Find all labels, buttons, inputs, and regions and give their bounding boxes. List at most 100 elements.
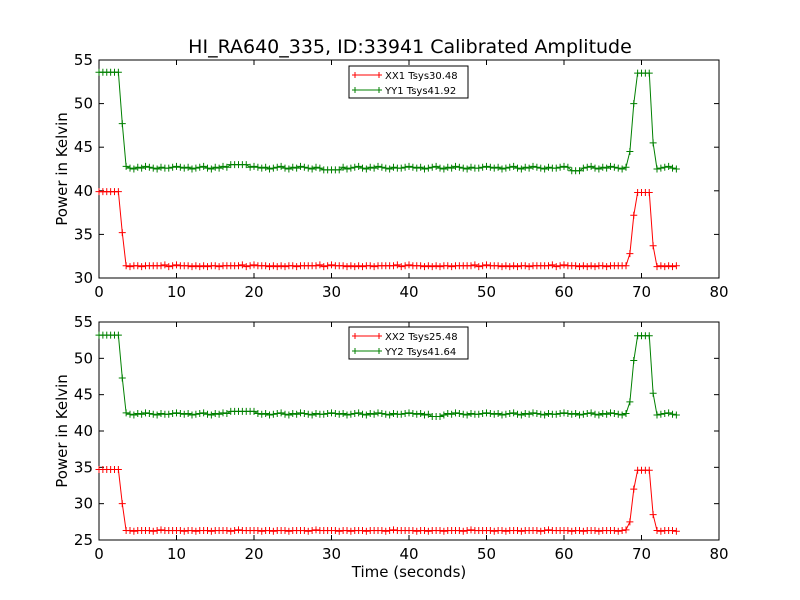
data-point-marker <box>204 164 211 172</box>
data-point-marker <box>335 527 343 535</box>
data-point-marker <box>355 162 363 170</box>
data-point-marker <box>587 162 595 170</box>
data-point-marker <box>204 263 211 271</box>
data-point-marker <box>401 410 409 418</box>
data-point-marker <box>355 409 363 417</box>
data-point-marker <box>657 410 665 418</box>
data-point-marker <box>452 162 459 170</box>
data-point-marker <box>238 261 246 269</box>
data-point-marker <box>378 527 386 535</box>
data-point-marker <box>564 163 572 171</box>
data-point-marker <box>463 411 471 419</box>
data-point-marker <box>312 163 320 171</box>
data-point-marker <box>560 409 568 417</box>
data-point-marker <box>490 527 498 535</box>
data-point-marker <box>211 163 219 171</box>
data-point-marker <box>610 410 618 418</box>
data-point-marker <box>138 164 146 172</box>
data-point-marker <box>448 263 456 271</box>
data-point-marker <box>397 410 405 418</box>
data-point-marker <box>157 262 165 270</box>
data-point-marker <box>657 262 665 270</box>
data-point-marker <box>556 163 564 171</box>
data-point-marker <box>300 527 308 535</box>
data-point-marker <box>653 263 661 271</box>
data-point-marker <box>591 527 599 535</box>
data-point-marker <box>622 262 630 270</box>
x-tick-label: 70 <box>632 545 651 563</box>
data-point-marker <box>483 162 490 170</box>
legend-label: XX2 Tsys25.48 <box>385 332 458 343</box>
x-tick-label: 20 <box>244 545 263 563</box>
data-point-marker <box>184 163 192 171</box>
data-point-marker <box>207 165 215 173</box>
data-point-marker <box>165 164 173 172</box>
data-point-marker <box>626 398 634 406</box>
data-point-marker <box>153 411 161 419</box>
data-point-marker <box>440 527 448 535</box>
data-point-marker <box>285 527 293 535</box>
data-point-marker <box>289 163 297 171</box>
data-point-marker <box>595 527 603 535</box>
data-point-marker <box>444 163 452 171</box>
legend-marker <box>352 87 358 93</box>
data-point-marker <box>506 263 514 271</box>
data-point-marker <box>386 165 394 173</box>
data-point-marker <box>424 262 432 270</box>
data-point-marker <box>359 410 366 418</box>
data-point-marker <box>583 163 591 171</box>
data-point-marker <box>645 466 653 474</box>
data-point-marker <box>397 164 405 172</box>
data-point-marker <box>498 527 506 535</box>
x-tick-label: 60 <box>554 283 573 301</box>
data-point-marker <box>610 527 618 535</box>
data-point-marker <box>653 165 661 173</box>
data-point-marker <box>537 164 545 172</box>
data-point-marker <box>428 163 436 171</box>
data-point-marker <box>452 409 459 417</box>
data-point-marker <box>467 262 475 270</box>
data-point-marker <box>622 410 630 418</box>
data-point-marker <box>529 162 537 170</box>
x-tick-label: 80 <box>709 545 728 563</box>
data-point-marker <box>289 410 297 418</box>
data-point-marker <box>599 262 607 270</box>
data-point-marker <box>494 410 502 418</box>
data-point-marker <box>618 165 626 173</box>
data-point-marker <box>328 261 335 269</box>
data-point-marker <box>564 527 572 535</box>
data-point-marker <box>231 527 239 535</box>
data-point-marker <box>262 262 270 270</box>
data-point-marker <box>328 409 335 417</box>
data-point-marker <box>266 527 273 535</box>
data-point-marker <box>316 164 324 172</box>
data-point-marker <box>196 263 204 271</box>
data-point-marker <box>560 261 568 269</box>
data-point-marker <box>665 409 673 417</box>
data-point-marker <box>351 163 359 171</box>
data-point-marker <box>591 164 599 172</box>
data-point-marker <box>242 161 250 169</box>
data-point-marker <box>269 527 277 535</box>
data-point-marker <box>246 163 254 171</box>
data-point-marker <box>312 410 320 418</box>
data-point-marker <box>382 527 390 535</box>
x-tick-label: 80 <box>709 283 728 301</box>
y-tick-label: 35 <box>74 458 93 476</box>
data-point-marker <box>455 163 463 171</box>
data-point-marker <box>204 410 211 418</box>
data-point-marker <box>149 410 157 418</box>
data-point-marker <box>576 411 583 419</box>
data-point-marker <box>541 165 549 173</box>
data-point-marker <box>118 120 126 128</box>
data-point-marker <box>506 163 514 171</box>
data-point-marker <box>207 527 215 535</box>
data-point-marker <box>490 164 498 172</box>
data-point-marker <box>126 164 134 172</box>
data-point-marker <box>576 527 583 535</box>
data-point-marker <box>114 188 122 196</box>
data-point-marker <box>653 411 661 419</box>
data-point-marker <box>483 261 490 269</box>
data-point-marker <box>157 410 165 418</box>
data-point-marker <box>618 411 626 419</box>
